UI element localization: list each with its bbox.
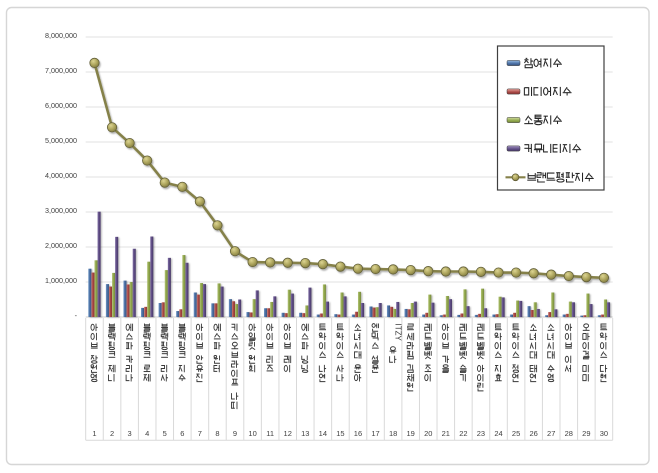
svg-text:8,000,000: 8,000,000 bbox=[45, 31, 77, 40]
svg-text:25: 25 bbox=[512, 429, 520, 438]
svg-text:1: 1 bbox=[92, 429, 96, 438]
svg-text:3,000,000: 3,000,000 bbox=[45, 206, 77, 215]
svg-text:7: 7 bbox=[198, 429, 202, 438]
svg-text:19: 19 bbox=[407, 429, 415, 438]
svg-text:29: 29 bbox=[582, 429, 590, 438]
svg-text:13: 13 bbox=[301, 429, 309, 438]
svg-text:11: 11 bbox=[266, 429, 274, 438]
svg-text:7,000,000: 7,000,000 bbox=[45, 66, 77, 75]
svg-text:18: 18 bbox=[389, 429, 397, 438]
svg-text:26: 26 bbox=[529, 429, 537, 438]
svg-text:10: 10 bbox=[248, 429, 256, 438]
svg-text:17: 17 bbox=[371, 429, 379, 438]
svg-text:21: 21 bbox=[442, 429, 450, 438]
svg-text:5,000,000: 5,000,000 bbox=[45, 136, 77, 145]
svg-text:28: 28 bbox=[565, 429, 573, 438]
svg-text:ITZY: ITZY bbox=[393, 324, 402, 342]
svg-text:6,000,000: 6,000,000 bbox=[45, 101, 77, 110]
svg-text:-: - bbox=[75, 311, 78, 320]
svg-text:2,000,000: 2,000,000 bbox=[45, 241, 77, 250]
svg-text:5: 5 bbox=[163, 429, 167, 438]
svg-text:12: 12 bbox=[284, 429, 292, 438]
svg-text:20: 20 bbox=[424, 429, 432, 438]
svg-text:14: 14 bbox=[319, 429, 327, 438]
svg-text:16: 16 bbox=[354, 429, 362, 438]
svg-text:6: 6 bbox=[180, 429, 184, 438]
svg-text:22: 22 bbox=[459, 429, 467, 438]
svg-text:15: 15 bbox=[336, 429, 344, 438]
svg-text:8: 8 bbox=[215, 429, 219, 438]
svg-text:3: 3 bbox=[128, 429, 132, 438]
svg-text:4: 4 bbox=[145, 429, 149, 438]
svg-text:24: 24 bbox=[494, 429, 502, 438]
svg-text:9: 9 bbox=[233, 429, 237, 438]
svg-text:1,000,000: 1,000,000 bbox=[45, 276, 77, 285]
svg-text:2: 2 bbox=[110, 429, 114, 438]
svg-text:4,000,000: 4,000,000 bbox=[45, 171, 77, 180]
svg-text:23: 23 bbox=[477, 429, 485, 438]
svg-text:30: 30 bbox=[600, 429, 608, 438]
svg-text:27: 27 bbox=[547, 429, 555, 438]
